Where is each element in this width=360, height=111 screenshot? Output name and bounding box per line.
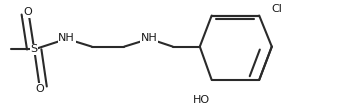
Text: HO: HO bbox=[193, 95, 210, 105]
Text: O: O bbox=[35, 84, 44, 94]
Text: NH: NH bbox=[58, 33, 75, 43]
Text: NH: NH bbox=[141, 33, 158, 43]
Text: O: O bbox=[24, 7, 32, 17]
Text: S: S bbox=[31, 44, 38, 54]
Text: Cl: Cl bbox=[272, 4, 283, 14]
